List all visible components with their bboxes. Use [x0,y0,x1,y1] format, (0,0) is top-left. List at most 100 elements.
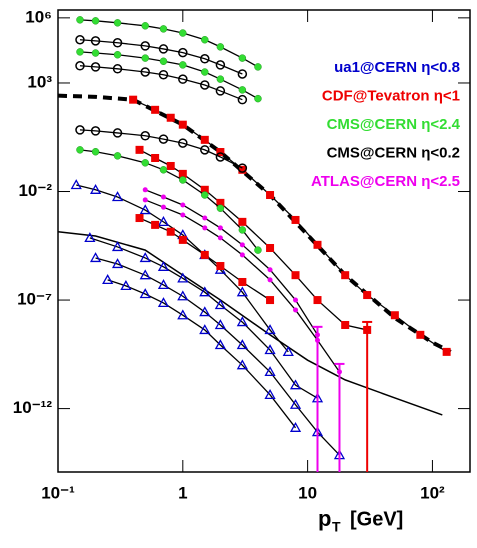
point [141,159,149,167]
point [239,242,245,248]
point [215,152,226,162]
point [254,94,262,103]
x-tick-label: 10² [420,483,445,502]
point [289,422,302,432]
point [237,94,248,105]
point [159,25,168,33]
point [111,191,124,202]
point [179,176,187,184]
point [216,148,225,157]
point [236,339,248,350]
x-axis-label-unit: [GeV] [350,508,403,530]
point [75,35,85,45]
x-tick-label: 10 [298,483,317,502]
point [76,16,84,24]
point [238,217,247,226]
point [236,286,248,297]
x-axis-label: p [318,506,331,531]
point [178,235,187,244]
fit-line [79,149,259,251]
point [142,197,148,203]
point [201,68,209,76]
point [177,272,189,283]
point [341,320,350,329]
point [202,225,208,231]
point [90,62,101,72]
point [112,38,123,48]
point [120,280,132,291]
point [282,346,294,357]
point [266,191,275,200]
point [293,297,299,303]
point [199,324,211,335]
point [166,113,175,122]
point [216,262,225,271]
point [129,95,138,104]
point [215,86,226,96]
point [238,54,247,62]
point [200,250,209,259]
point [217,225,223,231]
fit-line [144,199,341,373]
point [91,147,100,156]
point [200,54,210,64]
point [254,246,262,254]
point [141,22,149,30]
point [236,359,248,370]
point [157,260,170,271]
point [76,146,84,154]
point [313,296,322,305]
point [89,252,102,263]
point [341,271,350,280]
point [91,17,100,25]
point [140,41,150,51]
point [140,131,150,141]
point [76,48,84,56]
point [157,279,170,290]
point [237,163,248,173]
point [216,198,225,207]
point [151,220,160,229]
point [158,134,169,144]
y-tick-label: 10⁻² [18,181,52,200]
point [416,330,425,339]
point [238,226,247,234]
point [264,344,276,355]
y-tick-label: 10⁻⁷ [17,290,52,309]
point [217,235,223,241]
point [266,244,275,253]
point [239,252,245,258]
point [140,67,150,77]
point [142,187,148,193]
point [180,212,186,218]
fit-line [79,51,259,100]
point [267,267,273,273]
y-tick-label: 10⁶ [25,7,52,26]
point [111,258,124,269]
point [135,214,144,223]
point [157,297,170,308]
point [141,54,149,62]
point [363,291,372,300]
point [238,86,247,94]
point [112,128,123,138]
point [70,179,82,190]
fit-line [76,184,289,353]
point [315,337,321,343]
point [291,271,300,280]
x-axis-label-sub: T [332,519,341,535]
point [442,347,451,356]
point [135,145,144,154]
fit-curve [57,231,443,416]
legend-label: CMS@CERN η<2.4 [327,116,461,133]
plot-frame [57,9,471,473]
fit-line [95,257,340,456]
point [178,74,188,84]
point [200,185,209,194]
point [177,309,189,320]
fit-line [79,129,243,169]
fit-line [89,237,318,399]
point [139,204,151,215]
legend-label: CMS@CERN η<0.2 [327,144,460,161]
